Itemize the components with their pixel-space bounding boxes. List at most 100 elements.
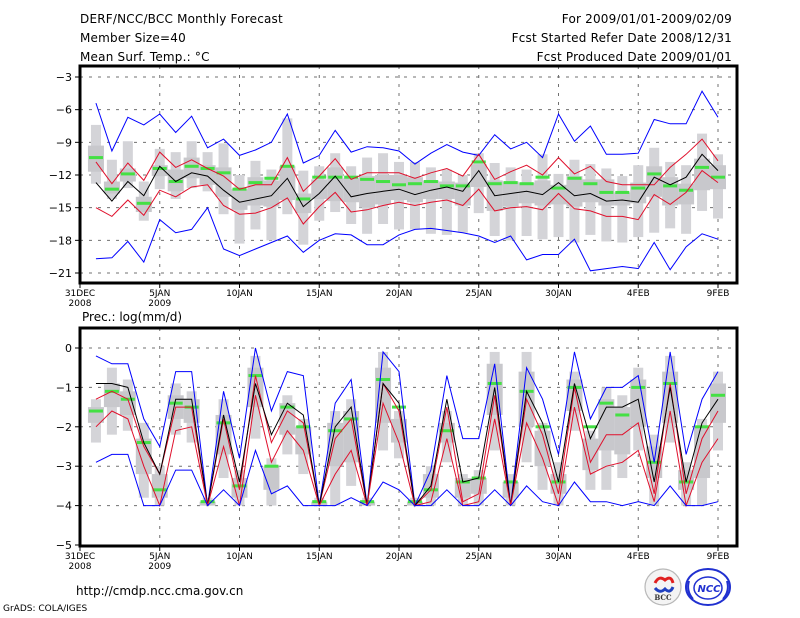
forecast-period: For 2009/01/01-2009/02/09 <box>561 12 732 26</box>
box-iqr <box>518 182 535 204</box>
ncc-logo-text: NCC <box>697 584 721 595</box>
mean-marker <box>567 176 582 180</box>
y-tick-label: 0 <box>65 342 72 355</box>
series-line-q3 <box>95 375 719 507</box>
x-tick-label: 30JAN <box>545 289 572 299</box>
x-tick-year-label: 2009 <box>148 299 171 309</box>
mean-marker <box>264 176 279 180</box>
mean-marker <box>615 190 630 194</box>
box-whisker <box>425 167 436 234</box>
x-tick-label: 5JAN <box>149 289 170 299</box>
box-whisker <box>106 159 117 199</box>
box-iqr <box>662 371 679 423</box>
box-iqr <box>614 192 631 206</box>
mean-marker <box>695 165 710 169</box>
x-tick-label: 9FEB <box>707 289 730 299</box>
mean-marker <box>296 197 311 201</box>
variable-label: Mean Surf. Temp.: °C <box>80 50 210 64</box>
mean-marker <box>407 182 422 186</box>
box-iqr <box>183 157 200 179</box>
mean-marker <box>503 480 518 484</box>
x-tick-year-label: 2009 <box>148 562 171 572</box>
forecast-produced-date: Fcst Produced Date 2009/01/01 <box>536 50 732 64</box>
mean-marker <box>232 484 247 488</box>
y-tick-label: −3 <box>56 460 72 473</box>
x-tick-label: 31DEC <box>65 289 95 299</box>
x-tick-label: 20JAN <box>386 289 413 299</box>
mean-marker <box>184 164 199 168</box>
mean-marker <box>487 182 502 186</box>
box-whisker <box>122 141 133 189</box>
mean-marker <box>344 175 359 179</box>
x-tick-label: 31DEC <box>65 552 95 562</box>
series-line-q3 <box>95 138 719 193</box>
x-tick-label: 4FEB <box>627 552 650 562</box>
x-tick-label: 10JAN <box>226 552 253 562</box>
y-tick-label: −12 <box>49 169 72 182</box>
series-line-median <box>95 153 719 208</box>
member-size: Member Size=40 <box>80 31 186 45</box>
box-iqr <box>710 383 726 423</box>
y-tick-label: −18 <box>49 234 72 247</box>
x-tick-label: 15JAN <box>306 552 333 562</box>
box-iqr <box>454 182 471 206</box>
box-iqr <box>311 179 328 199</box>
box-iqr <box>103 383 120 408</box>
bcc-logo-text: BCC <box>654 593 672 602</box>
box-iqr <box>375 175 392 205</box>
mean-marker <box>423 180 438 184</box>
chart-title: DERF/NCC/BCC Monthly Forecast <box>80 12 283 26</box>
mean-marker <box>535 175 550 179</box>
x-tick-label: 25JAN <box>465 289 492 299</box>
mean-marker <box>471 160 486 164</box>
x-tick-label: 20JAN <box>386 552 413 562</box>
mean-marker <box>120 172 135 176</box>
box-whisker <box>441 169 452 235</box>
box-iqr <box>391 175 407 201</box>
mean-marker <box>296 425 311 429</box>
box-iqr <box>119 391 136 415</box>
box-iqr <box>470 164 487 187</box>
mean-marker <box>168 401 183 405</box>
mean-marker <box>663 184 678 188</box>
box-iqr <box>215 414 232 455</box>
plot-frame <box>78 64 739 285</box>
source-url[interactable]: http://cmdp.ncc.cma.gov.cn <box>76 584 244 598</box>
box-iqr <box>327 167 344 202</box>
box-iqr <box>566 176 583 207</box>
mean-marker <box>439 184 454 188</box>
mean-marker <box>583 425 598 429</box>
mean-marker <box>136 201 151 205</box>
forecast-start-date: Fcst Started Refer Date 2008/12/31 <box>511 31 732 45</box>
box-iqr <box>582 438 599 471</box>
box-iqr <box>375 367 392 423</box>
y-tick-label: −3 <box>56 71 72 84</box>
x-tick-label: 25JAN <box>465 552 492 562</box>
box-iqr <box>694 426 711 479</box>
mean-marker <box>535 425 550 429</box>
x-tick-label: 5JAN <box>149 552 170 562</box>
plot-frame <box>78 326 739 548</box>
mean-marker <box>88 156 103 160</box>
mean-marker <box>280 405 295 409</box>
x-tick-label: 4FEB <box>627 289 650 299</box>
mean-marker <box>360 177 375 181</box>
box-iqr <box>263 180 280 207</box>
mean-marker <box>264 464 279 468</box>
mean-marker <box>519 182 534 186</box>
mean-marker <box>631 385 646 389</box>
box-iqr <box>406 177 423 203</box>
bcc-logo: BCC <box>644 568 682 606</box>
series-line-min <box>95 448 719 507</box>
ncc-logo: NCC <box>685 568 731 606</box>
box-iqr <box>87 407 104 423</box>
mean-marker <box>711 175 725 179</box>
grads-credit: GrADS: COLA/IGES <box>3 604 88 614</box>
x-tick-label: 9FEB <box>707 552 730 562</box>
y-tick-label: −9 <box>56 136 72 149</box>
box-iqr <box>359 176 376 208</box>
mean-marker <box>599 190 614 194</box>
mean-marker <box>312 175 327 179</box>
